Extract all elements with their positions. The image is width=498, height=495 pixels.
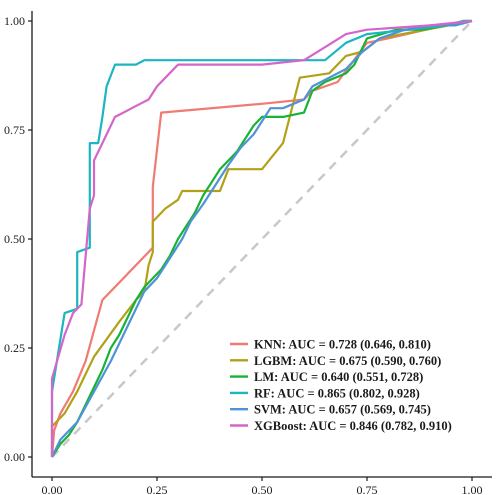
reference-diagonal [51, 20, 473, 458]
chance-diagonal-line [51, 20, 473, 458]
x-tick-label: 0.50 [252, 483, 273, 495]
y-tick-label: 0.75 [4, 123, 25, 137]
series-lines [50, 19, 473, 458]
legend-label-lm: LM: AUC = 0.640 (0.551, 0.728) [254, 370, 423, 384]
series-line-svm [51, 19, 473, 458]
legend-label-rf: RF: AUC = 0.865 (0.802, 0.928) [254, 386, 420, 400]
y-tick-label: 1.00 [4, 14, 25, 28]
series-line-lm [51, 19, 472, 458]
x-tick-label: 1.00 [462, 483, 483, 495]
series-line-lgbm [50, 19, 473, 457]
y-tick-label: 0.50 [4, 232, 25, 246]
legend-label-lgbm: LGBM: AUC = 0.675 (0.590, 0.760) [254, 354, 441, 368]
y-tick-label: 0.25 [4, 341, 25, 355]
y-tick-label: 0.00 [4, 450, 25, 464]
legend: KNN: AUC = 0.728 (0.646, 0.810) LGBM: AUC… [230, 338, 452, 433]
series-line-xgboost [50, 19, 473, 457]
x-tick-label: 0.75 [357, 483, 378, 495]
legend-label-xgboost: XGBoost: AUC = 0.846 (0.782, 0.910) [254, 419, 452, 433]
x-tick-label: 0.25 [147, 483, 168, 495]
series-line-knn [50, 19, 472, 458]
x-tick-label: 0.00 [42, 483, 63, 495]
legend-label-svm: SVM: AUC = 0.657 (0.569, 0.745) [254, 403, 431, 417]
legend-label-knn: KNN: AUC = 0.728 (0.646, 0.810) [254, 338, 431, 352]
axes: 0.00 0.25 0.50 0.75 1.00 0.00 0.25 0.50 0.75 1.00 [4, 11, 492, 495]
